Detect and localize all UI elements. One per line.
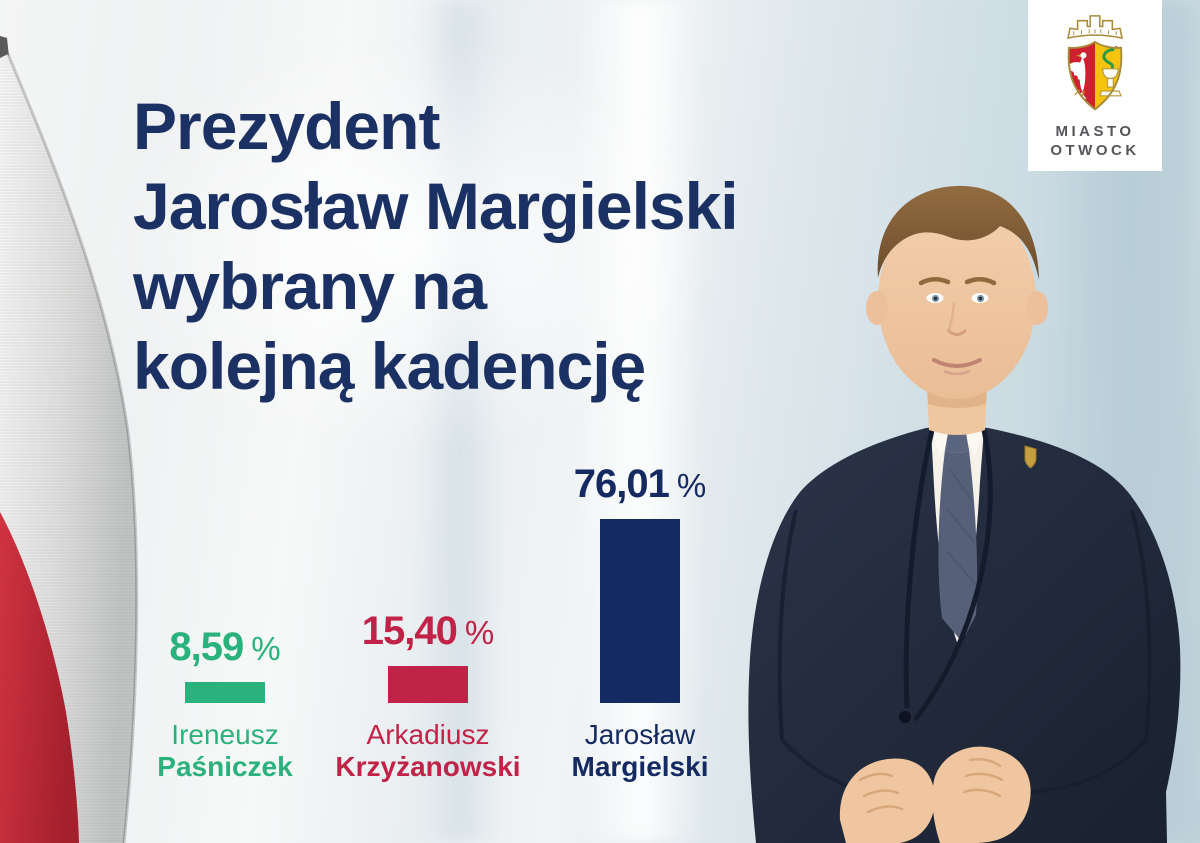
jacket-button (899, 711, 911, 723)
crown (1067, 15, 1123, 40)
tie (938, 450, 978, 642)
result-bar (600, 519, 680, 703)
ear (1026, 291, 1048, 325)
headline-line: Jarosław Margielski (133, 169, 739, 243)
result-value-label: 76,01% (573, 462, 707, 506)
otwock-coat-of-arms (1067, 15, 1123, 111)
portrait-jaroslaw-margielski (748, 185, 1181, 843)
result-value-label: 15,40% (361, 609, 495, 653)
candidate-first-name: Jarosław (584, 719, 696, 750)
eyebrow (918, 277, 951, 286)
city-name-line1: MIASTO (1055, 123, 1135, 140)
tie-knot (945, 430, 969, 453)
eye (971, 293, 989, 303)
nose (946, 301, 956, 332)
poland-flag-graphic (0, 36, 139, 843)
ear (866, 291, 888, 325)
mouth (932, 358, 982, 368)
headline-line: kolejną kadencję (133, 329, 646, 403)
hand (932, 746, 1031, 843)
eye (926, 293, 944, 303)
candidate-last-name: Krzyżanowski (335, 751, 521, 782)
candidate-last-name: Margielski (571, 751, 709, 782)
candidate-column-margielski: 76,01% Jarosław Margielski (530, 455, 750, 783)
headline-line: wybrany na (133, 249, 487, 323)
headline: Prezydent Jarosław Margielski wybrany na… (133, 86, 833, 406)
candidate-first-name: Arkadiusz (366, 719, 490, 750)
headline-line: Prezydent (133, 89, 440, 163)
eyebrow (964, 277, 997, 286)
result-bar (185, 682, 265, 703)
result-bar (388, 666, 468, 703)
percent-sign: % (464, 614, 495, 651)
face (878, 201, 1036, 399)
result-value-label: 8,59% (169, 625, 281, 669)
crest-card: MIASTO OTWOCK (1028, 0, 1162, 171)
hair (877, 185, 1039, 280)
percent-sign: % (676, 467, 707, 504)
lapel-pin (1024, 445, 1037, 469)
hand (839, 758, 935, 843)
city-name-line2: OTWOCK (1050, 142, 1140, 159)
percent-sign: % (251, 630, 281, 667)
candidate-column-krzyzanowski: 15,40% Arkadiusz Krzyżanowski (318, 455, 538, 783)
